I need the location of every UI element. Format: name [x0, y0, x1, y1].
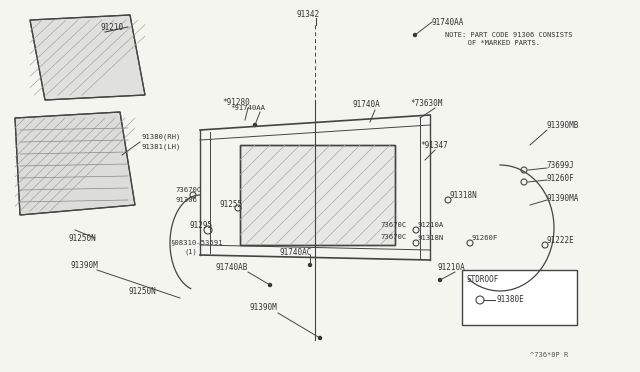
Text: ^736*0P R: ^736*0P R — [530, 352, 568, 358]
Bar — [240, 145, 395, 245]
Text: 91250N: 91250N — [68, 234, 96, 243]
Text: 91250N: 91250N — [128, 288, 156, 296]
Circle shape — [269, 283, 271, 286]
Text: 91210: 91210 — [100, 22, 123, 32]
Text: 91380E: 91380E — [497, 295, 525, 305]
Text: (1): (1) — [185, 249, 198, 255]
Text: 91390MA: 91390MA — [547, 193, 579, 202]
Text: 91210A: 91210A — [438, 263, 466, 273]
Text: 91380(RH): 91380(RH) — [142, 134, 181, 140]
Text: 91740AA: 91740AA — [432, 17, 465, 26]
Text: 91740A: 91740A — [353, 99, 381, 109]
Text: §08310-53591: §08310-53591 — [170, 239, 223, 245]
Text: 73670C: 73670C — [380, 222, 406, 228]
Text: 91260F: 91260F — [472, 235, 499, 241]
Text: 91390MB: 91390MB — [547, 121, 579, 129]
Text: 91740AB: 91740AB — [215, 263, 248, 272]
Text: 91255: 91255 — [220, 199, 243, 208]
Text: 91222E: 91222E — [547, 235, 575, 244]
Circle shape — [308, 263, 312, 266]
Text: 91381(LH): 91381(LH) — [142, 144, 181, 150]
Circle shape — [413, 33, 417, 36]
Text: 91210A: 91210A — [418, 222, 444, 228]
Circle shape — [253, 124, 257, 126]
Text: 91306: 91306 — [175, 197, 197, 203]
Text: 73670C: 73670C — [380, 234, 406, 240]
Text: *91280: *91280 — [222, 97, 250, 106]
Text: 73670C: 73670C — [175, 187, 201, 193]
Text: 91295: 91295 — [190, 221, 213, 230]
Text: 91342: 91342 — [297, 10, 320, 19]
Circle shape — [319, 337, 321, 340]
Text: OF *MARKED PARTS.: OF *MARKED PARTS. — [455, 40, 540, 46]
Text: 91740AC: 91740AC — [280, 247, 312, 257]
Text: 91390M: 91390M — [70, 260, 98, 269]
Text: STDROОF: STDROОF — [467, 276, 499, 285]
Text: 73699J: 73699J — [547, 160, 575, 170]
Circle shape — [438, 279, 442, 282]
Polygon shape — [30, 15, 145, 100]
Text: 91318N: 91318N — [418, 235, 444, 241]
Text: *91347: *91347 — [420, 141, 448, 150]
Bar — [462, 270, 577, 325]
Text: 91318N: 91318N — [450, 190, 477, 199]
Text: *91740AA: *91740AA — [230, 105, 265, 111]
Polygon shape — [15, 112, 135, 215]
Text: 91260F: 91260F — [547, 173, 575, 183]
Text: 91390M: 91390M — [250, 304, 278, 312]
Text: *73630M: *73630M — [410, 99, 442, 108]
Text: NOTE: PART CODE 91306 CONSISTS: NOTE: PART CODE 91306 CONSISTS — [445, 32, 573, 38]
Bar — [240, 145, 395, 245]
